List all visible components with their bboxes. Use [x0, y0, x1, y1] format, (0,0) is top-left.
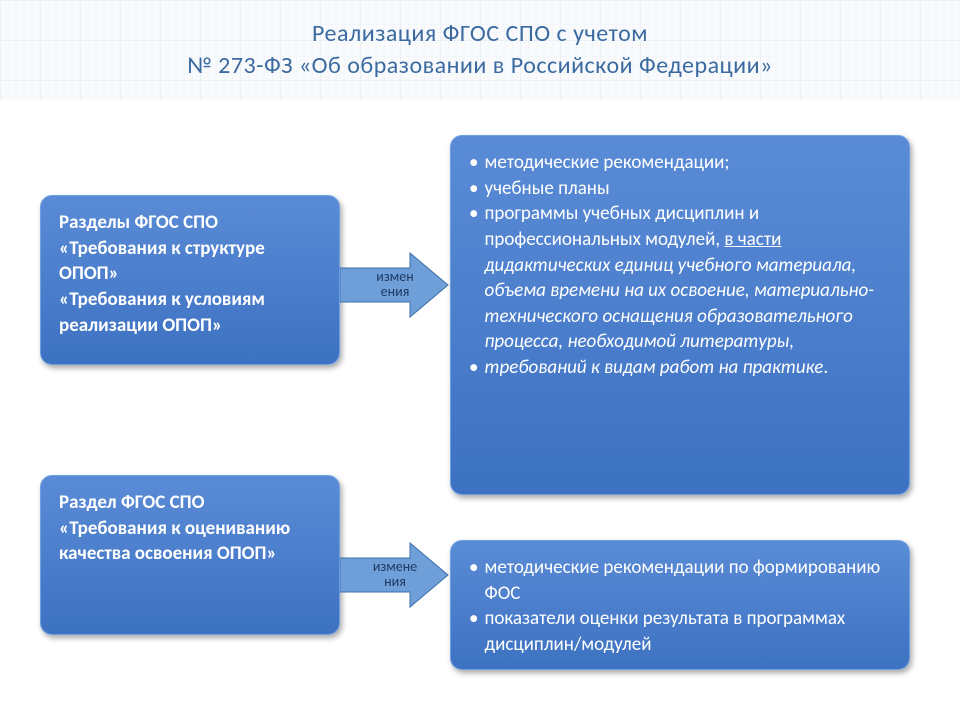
right1-b4: требований к видам работ на практике. — [469, 355, 891, 381]
arrow2-label: измене ния — [365, 560, 425, 589]
arrow-changes-2: измене ния — [340, 540, 450, 610]
arrow1-label-b: ения — [381, 283, 410, 300]
box-left2-line2: «Требования к оцениванию качества освоен… — [59, 516, 321, 567]
right2-b1: методические рекомендации по формировани… — [469, 555, 891, 606]
box-section-assessment: Раздел ФГОС СПО «Требования к оцениванию… — [40, 475, 340, 635]
right2-b2: показатели оценки результата в программа… — [469, 606, 891, 657]
right1-b2: учебные планы — [469, 176, 891, 202]
right1-b3: программы учебных дисциплин и профессион… — [469, 201, 891, 355]
right2-bullets: методические рекомендации по формировани… — [469, 555, 891, 658]
box-left2-title: Раздел ФГОС СПО — [59, 490, 321, 516]
header-line1: Реализация ФГОС СПО с учетом — [312, 18, 648, 50]
box-left1-title: Разделы ФГОС СПО — [59, 210, 321, 236]
arrow2-label-b: ния — [384, 573, 406, 590]
right1-bullets: методические рекомендации; учебные планы… — [469, 150, 891, 381]
arrow1-label: измен ения — [365, 270, 425, 299]
right1-b4-end: . — [823, 356, 828, 379]
right1-b3-ital: дидактических единиц учебного материала, — [484, 254, 856, 277]
right1-b3-under: в части — [724, 228, 781, 251]
box-left1-line2: «Требования к структуре ОПОП» — [59, 236, 321, 287]
right1-b3-cont: объема времени на их освоение, материаль… — [484, 279, 874, 353]
right1-b1: методические рекомендации; — [469, 150, 891, 176]
right1-b4-ital: требований к видам работ на практике — [484, 356, 823, 379]
arrow-changes-1: измен ения — [340, 250, 450, 320]
header-line2: № 273-ФЗ «Об образовании в Российской Фе… — [187, 50, 773, 82]
box-left1-line3: «Требования к условиям реализации ОПОП» — [59, 287, 321, 338]
box-fos-recommendations: методические рекомендации по формировани… — [450, 540, 910, 670]
box-sections-fgos: Разделы ФГОС СПО «Требования к структуре… — [40, 195, 340, 365]
box-method-recommendations: методические рекомендации; учебные планы… — [450, 135, 910, 495]
right1-b3-lead: программы учебных дисциплин и профессион… — [484, 202, 759, 251]
slide-header: Реализация ФГОС СПО с учетом № 273-ФЗ «О… — [0, 0, 960, 100]
